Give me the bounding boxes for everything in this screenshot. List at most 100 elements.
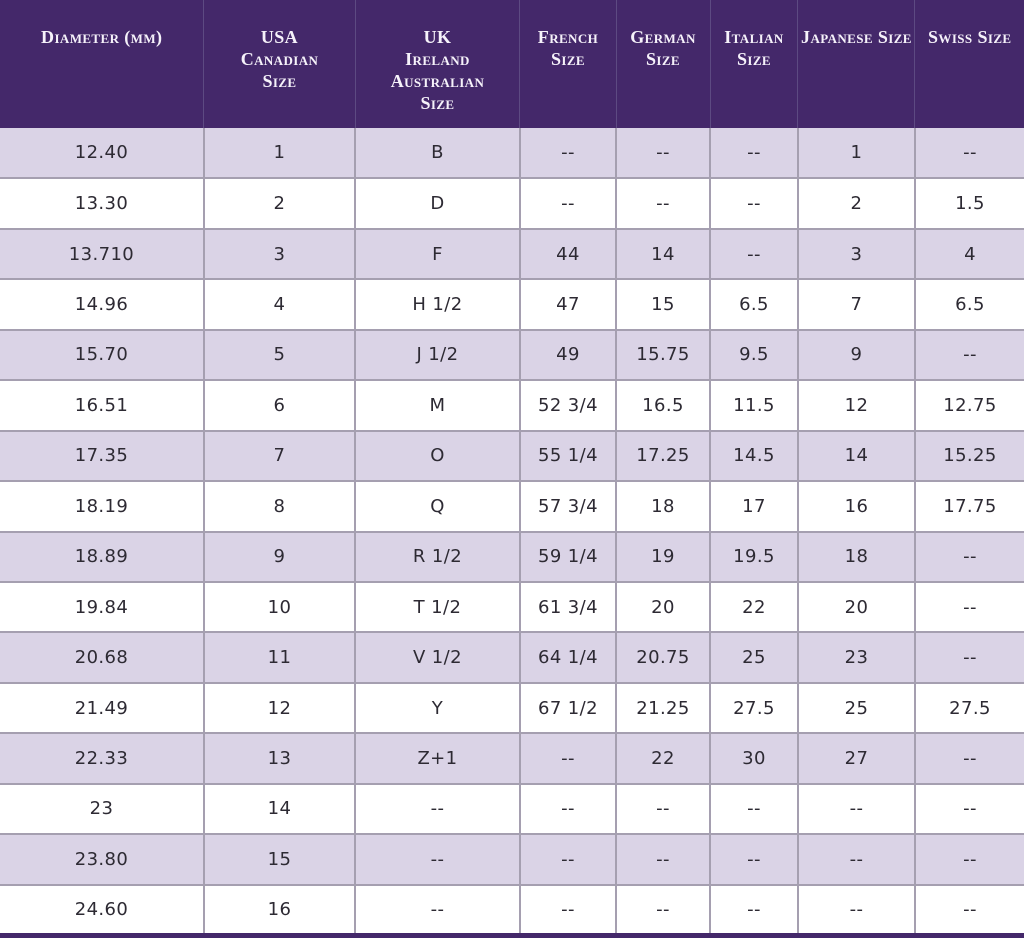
header-cell-italian: Italian Size — [710, 0, 799, 128]
table-row: 23.80 15 -- -- -- -- -- -- — [0, 834, 1024, 886]
header-line: Size — [550, 49, 585, 69]
cell: 22 — [710, 581, 799, 634]
cell: -- — [914, 884, 1024, 938]
cell: 13.30 — [0, 178, 205, 230]
header-line: Italian — [724, 27, 784, 47]
cell: 21.25 — [616, 682, 711, 735]
table-row: 20.68 11 V 1/2 64 1/4 20.75 25 23 -- — [0, 632, 1024, 684]
cell: 15 — [203, 834, 357, 886]
cell: 14.96 — [0, 279, 205, 331]
header-line: UK — [423, 27, 452, 47]
cell: 20.75 — [616, 632, 711, 684]
cell: 12 — [203, 682, 357, 735]
table-row: 19.84 10 T 1/2 61 3/4 20 22 20 -- — [0, 581, 1024, 634]
cell: 20 — [616, 581, 711, 634]
cell: O — [355, 430, 521, 483]
cell: 27 — [797, 733, 916, 785]
header-cell-swiss: Swiss Size — [914, 0, 1024, 128]
cell: 12.75 — [914, 380, 1024, 432]
cell: 9.5 — [710, 329, 799, 382]
header-row: Diameter (mm) USA Canadian Size UK Irela… — [0, 0, 1024, 128]
table-row: 15.70 5 J 1/2 49 15.75 9.5 9 -- — [0, 329, 1024, 382]
cell: -- — [616, 128, 711, 180]
cell: 15 — [616, 279, 711, 331]
cell: 55 1/4 — [519, 430, 618, 483]
cell: 27.5 — [710, 682, 799, 735]
cell: B — [355, 128, 521, 180]
cell: 18 — [797, 531, 916, 583]
header-line: USA — [260, 27, 299, 47]
table-row: 21.49 12 Y 67 1/2 21.25 27.5 25 27.5 — [0, 682, 1024, 735]
cell: -- — [914, 128, 1024, 180]
cell: 15.70 — [0, 329, 205, 382]
table-row: 16.51 6 M 52 3/4 16.5 11.5 12 12.75 — [0, 380, 1024, 432]
cell: 24.60 — [0, 884, 205, 938]
cell: -- — [914, 581, 1024, 634]
cell: -- — [710, 228, 799, 281]
cell: -- — [914, 531, 1024, 583]
cell: 4 — [914, 228, 1024, 281]
cell: 16 — [203, 884, 357, 938]
cell: 14 — [616, 228, 711, 281]
header-line: Size — [420, 93, 455, 113]
cell: 67 1/2 — [519, 682, 618, 735]
cell: -- — [914, 733, 1024, 785]
cell: 17.25 — [616, 430, 711, 483]
header-line: Ireland — [405, 49, 470, 69]
table-row: 14.96 4 H 1/2 47 15 6.5 7 6.5 — [0, 279, 1024, 331]
cell: D — [355, 178, 521, 230]
cell: -- — [797, 783, 916, 836]
cell: -- — [710, 783, 799, 836]
cell: 57 3/4 — [519, 481, 618, 533]
table-row: 12.40 1 B -- -- -- 1 -- — [0, 128, 1024, 180]
cell: 64 1/4 — [519, 632, 618, 684]
cell: -- — [616, 178, 711, 230]
cell: -- — [519, 178, 618, 230]
cell: 22 — [616, 733, 711, 785]
cell: -- — [914, 834, 1024, 886]
cell: -- — [616, 884, 711, 938]
cell: 3 — [797, 228, 916, 281]
table-row: 23 14 -- -- -- -- -- -- — [0, 783, 1024, 836]
header-cell-german: German Size — [616, 0, 711, 128]
cell: -- — [519, 834, 618, 886]
cell: F — [355, 228, 521, 281]
cell: 9 — [203, 531, 357, 583]
cell: 4 — [203, 279, 357, 331]
header-cell-french: French Size — [519, 0, 617, 128]
cell: 7 — [203, 430, 357, 483]
cell: -- — [355, 783, 521, 836]
cell: 19 — [616, 531, 711, 583]
cell: 18 — [616, 481, 711, 533]
cell: 13 — [203, 733, 357, 785]
cell: -- — [710, 178, 799, 230]
cell: 17 — [710, 481, 799, 533]
cell: -- — [519, 783, 618, 836]
table-row: 13.710 3 F 44 14 -- 3 4 — [0, 228, 1024, 281]
header-line: Australian — [390, 71, 485, 91]
cell: 6.5 — [914, 279, 1024, 331]
cell: 16.51 — [0, 380, 205, 432]
header-cell-japanese: Japanese Size — [797, 0, 916, 128]
cell: -- — [710, 128, 799, 180]
cell: R 1/2 — [355, 531, 521, 583]
cell: -- — [914, 632, 1024, 684]
cell: Q — [355, 481, 521, 533]
cell: 14 — [203, 783, 357, 836]
header-line: Size — [262, 71, 297, 91]
cell: 13.710 — [0, 228, 205, 281]
cell: 27.5 — [914, 682, 1024, 735]
cell: 7 — [797, 279, 916, 331]
cell: Y — [355, 682, 521, 735]
table-row: 24.60 16 -- -- -- -- -- -- — [0, 884, 1024, 938]
cell: 10 — [203, 581, 357, 634]
cell: 22.33 — [0, 733, 205, 785]
table-row: 18.89 9 R 1/2 59 1/4 19 19.5 18 -- — [0, 531, 1024, 583]
cell: 9 — [797, 329, 916, 382]
cell: -- — [797, 834, 916, 886]
cell: Z+1 — [355, 733, 521, 785]
cell: H 1/2 — [355, 279, 521, 331]
cell: -- — [519, 733, 618, 785]
cell: 20.68 — [0, 632, 205, 684]
